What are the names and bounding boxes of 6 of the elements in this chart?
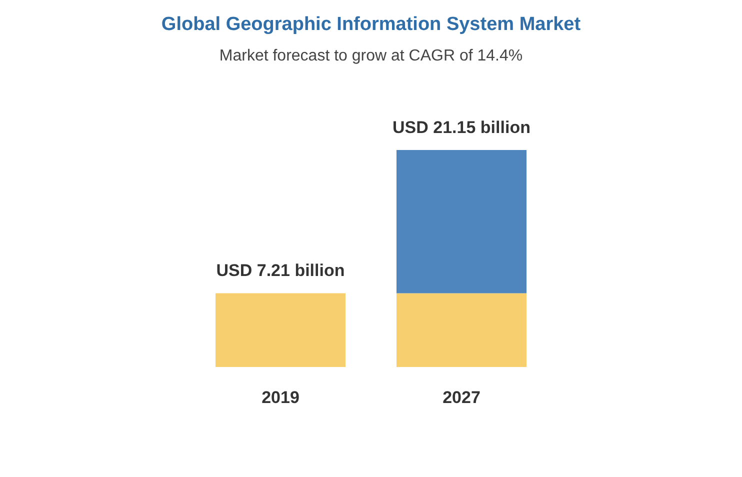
total-label: USD 21.15 billion [392,118,530,137]
x-tick-label: 2027 [442,388,480,407]
total-label: USD 7.21 billion [216,261,345,280]
chart-title: Global Geographic Information System Market [161,14,582,35]
x-tick-label: 2019 [262,388,300,407]
chart-subtitle: Market forecast to grow at CAGR of 14.4% [219,48,523,64]
